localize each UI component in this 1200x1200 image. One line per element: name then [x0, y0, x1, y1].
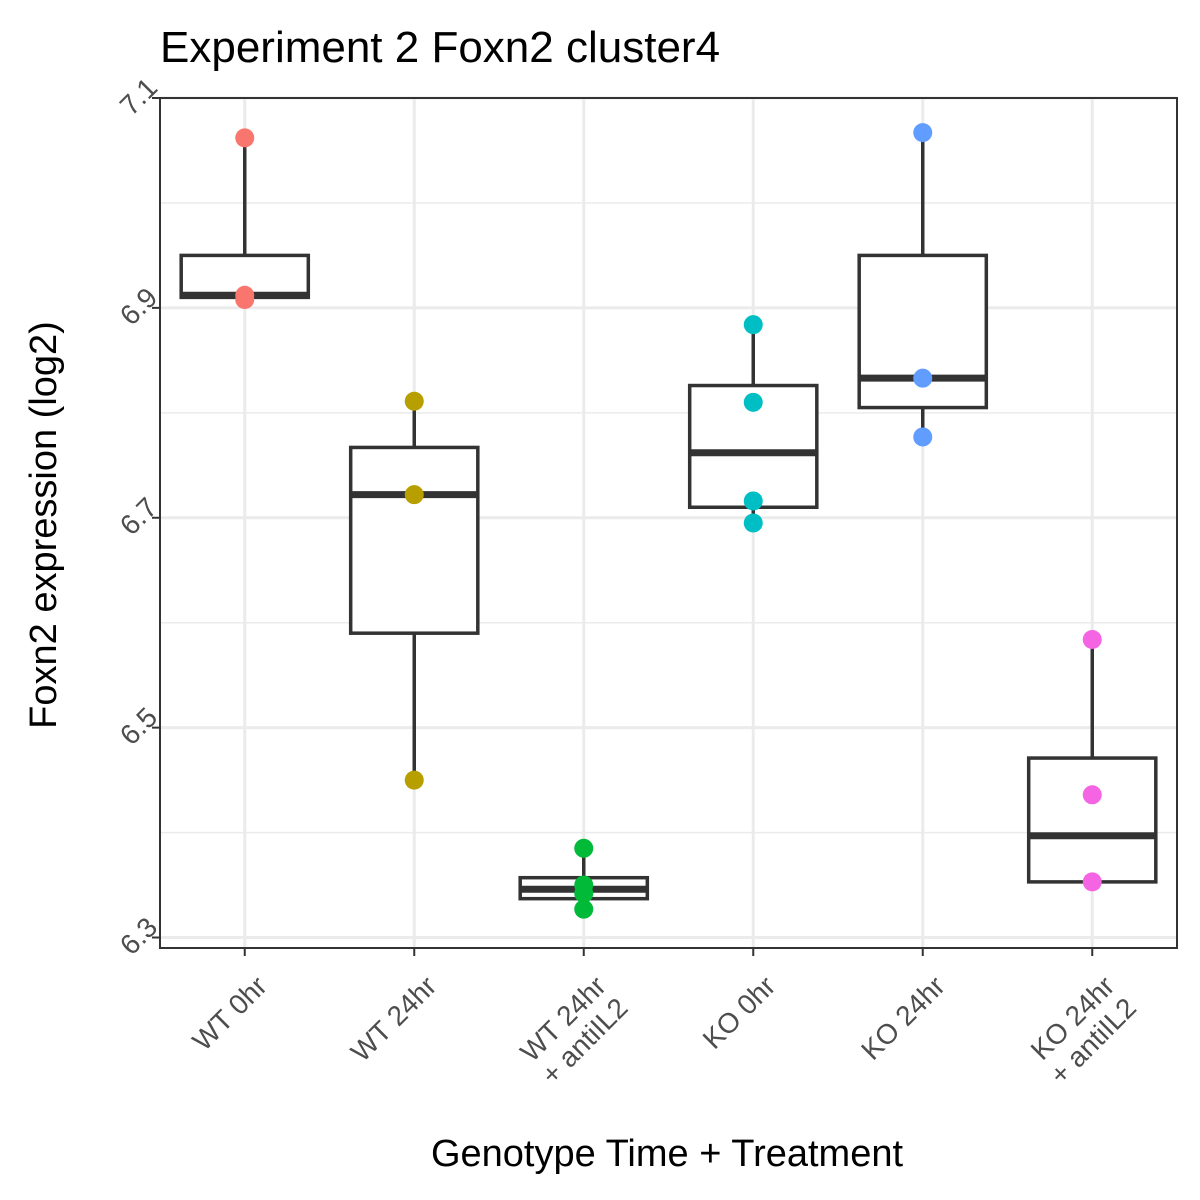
data-point: [574, 899, 594, 919]
data-point: [1082, 872, 1102, 892]
plot-panel: 6.36.56.76.97.1WT 0hr WT 24hr WT 24hr+ ant…: [114, 72, 1178, 1090]
data-point: [743, 392, 763, 412]
box: [1026, 756, 1158, 884]
data-point: [743, 315, 763, 335]
data-point: [404, 770, 424, 790]
panel-border: [159, 97, 1178, 949]
data-point: [235, 128, 255, 148]
data-point: [574, 838, 594, 858]
data-point: [574, 883, 594, 903]
x-axis-title: Genotype Time + Treatment: [431, 1133, 904, 1175]
data-point: [743, 491, 763, 511]
data-point: [1082, 629, 1102, 649]
chart-title: Experiment 2 Foxn2 cluster4: [160, 23, 720, 72]
data-point: [913, 427, 933, 447]
box: [348, 445, 480, 635]
y-axis-title: Foxn2 expression (log2): [23, 321, 65, 729]
data-point: [235, 289, 255, 309]
data-point: [913, 123, 933, 143]
data-point: [404, 485, 424, 505]
data-point: [913, 368, 933, 388]
data-point: [743, 513, 763, 533]
data-point: [1082, 785, 1102, 805]
data-point: [404, 391, 424, 411]
